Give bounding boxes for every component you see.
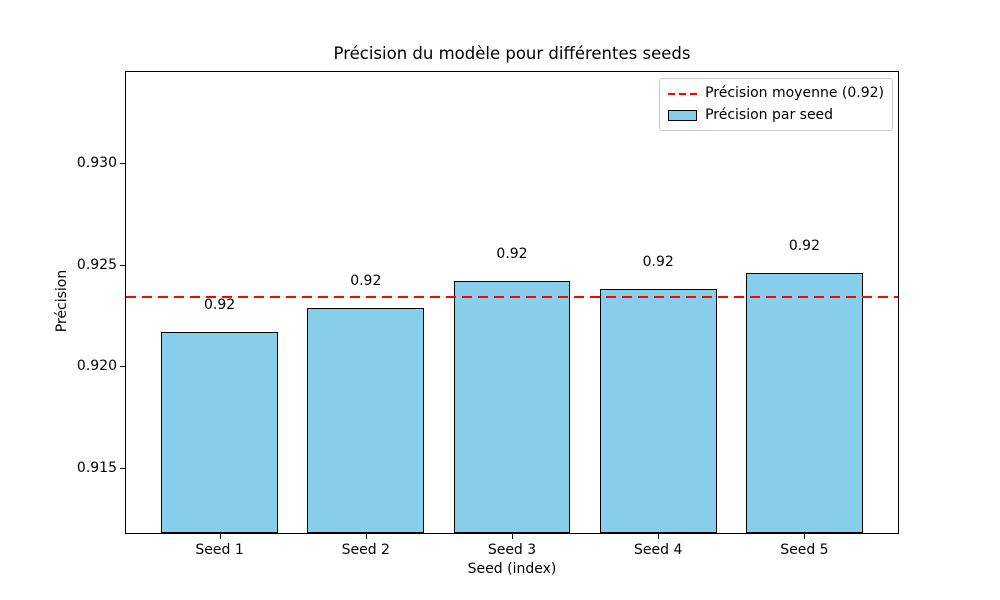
legend-label-bars: Précision par seed (705, 107, 834, 123)
x-tick-label: Seed 2 (341, 542, 390, 558)
x-tick-label: Seed 1 (195, 542, 244, 558)
bar-value-label: 0.92 (350, 272, 382, 289)
y-tick-label: 0.915 (76, 460, 117, 476)
bars-layer: 0.92 0.92 0.92 0.92 0.92 (126, 72, 898, 533)
legend-item-mean: Précision moyenne (0.92) (668, 84, 884, 103)
mean-line (126, 296, 898, 299)
x-tick-label: Seed 3 (487, 542, 537, 558)
bar-value-label: 0.92 (496, 246, 528, 263)
y-tick-label: 0.920 (76, 358, 117, 375)
x-axis-label: Seed (index) (467, 561, 557, 577)
bar-value-label: 0.92 (203, 296, 236, 313)
y-tick-mark (120, 264, 125, 266)
bar-value-label: 0.92 (642, 254, 674, 271)
x-tick-mark (804, 534, 806, 539)
bar-seed-3 (453, 281, 571, 533)
x-tick-mark (365, 534, 367, 539)
bar-seed-2 (307, 307, 425, 533)
legend: Précision moyenne (0.92) Précision par s… (659, 78, 893, 131)
y-tick-mark (120, 468, 125, 469)
bar-value-label: 0.92 (788, 238, 820, 255)
x-tick-mark (219, 534, 221, 539)
plot-area: 0.92 0.92 0.92 0.92 0.92 Précision moyenne (… (125, 71, 899, 534)
legend-item-bars: Précision par seed (668, 106, 884, 125)
legend-label-mean: Précision moyenne (0.92) (705, 85, 884, 101)
bar-seed-4 (599, 289, 717, 533)
y-tick-label: 0.930 (76, 155, 117, 172)
bar-swatch-icon (668, 110, 698, 121)
dashed-line-icon (668, 92, 698, 95)
y-tick-mark (120, 163, 125, 165)
y-tick-mark (120, 366, 125, 368)
bar-seed-1 (161, 331, 279, 533)
x-tick-mark (658, 534, 660, 539)
y-axis-label: Précision (54, 269, 70, 333)
x-tick-mark (512, 534, 513, 539)
y-tick-label: 0.925 (76, 256, 117, 273)
chart-title: Précision du modèle pour différentes see… (333, 44, 691, 63)
x-tick-label: Seed 5 (780, 542, 829, 558)
bar-seed-5 (745, 273, 863, 533)
x-tick-label: Seed 4 (634, 542, 683, 558)
